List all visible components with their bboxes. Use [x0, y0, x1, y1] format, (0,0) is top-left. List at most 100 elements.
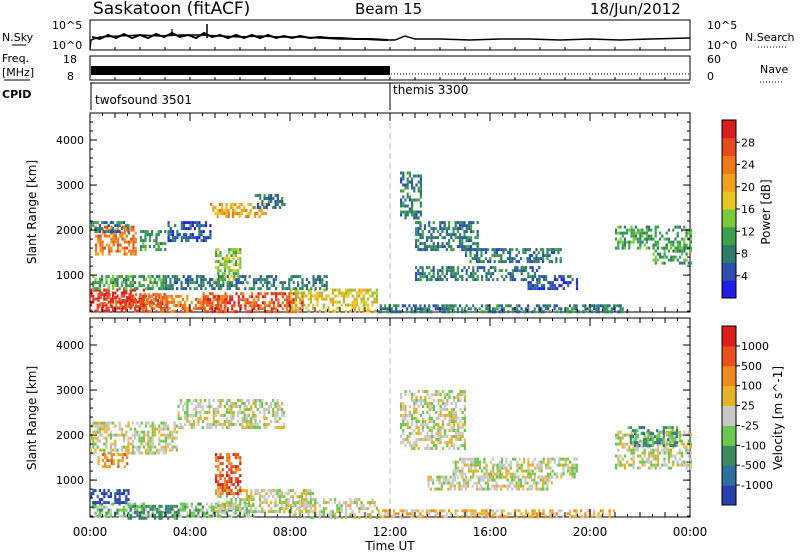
data-cell	[543, 287, 545, 290]
data-cell	[132, 238, 134, 241]
data-cell	[200, 414, 202, 417]
data-cell	[584, 310, 586, 313]
data-cell	[244, 501, 246, 504]
data-cell	[281, 414, 283, 417]
data-cell	[197, 307, 199, 310]
data-cell	[319, 513, 321, 516]
data-cell	[113, 235, 115, 238]
data-cell	[238, 281, 240, 284]
data-cell	[215, 489, 217, 492]
data-cell	[321, 295, 323, 298]
data-cell	[567, 307, 569, 310]
data-cell	[457, 515, 459, 518]
data-cell	[472, 485, 474, 488]
data-cell	[273, 281, 275, 284]
data-cell	[143, 503, 145, 506]
data-cell	[249, 287, 251, 290]
data-cell	[545, 307, 547, 310]
data-cell	[162, 242, 164, 245]
data-cell	[446, 242, 448, 245]
data-cell	[225, 206, 227, 209]
data-cell	[108, 428, 110, 431]
data-cell	[275, 206, 277, 209]
data-cell	[435, 248, 437, 251]
data-cell	[655, 467, 657, 470]
data-cell	[468, 266, 470, 269]
data-cell	[481, 512, 483, 515]
data-cell	[418, 426, 420, 429]
data-cell	[228, 501, 230, 504]
data-cell	[404, 199, 406, 202]
data-cell	[529, 485, 531, 488]
data-cell	[116, 281, 118, 284]
data-cell	[94, 449, 96, 452]
data-cell	[466, 512, 468, 515]
data-cell	[279, 489, 281, 492]
data-cell	[259, 411, 261, 414]
data-cell	[330, 510, 332, 513]
data-cell	[259, 498, 261, 501]
data-cell	[470, 224, 472, 227]
data-cell	[202, 281, 204, 284]
data-cell	[336, 504, 338, 507]
data-cell	[180, 509, 182, 512]
data-cell	[284, 304, 286, 307]
data-cell	[108, 489, 110, 492]
data-cell	[174, 422, 176, 425]
data-cell	[261, 501, 263, 504]
data-cell	[180, 402, 182, 405]
data-cell	[233, 251, 235, 254]
data-cell	[268, 405, 270, 408]
data-cell	[433, 441, 435, 444]
data-cell	[560, 310, 562, 313]
data-cell	[415, 438, 417, 441]
data-cell	[217, 489, 219, 492]
data-cell	[124, 229, 126, 232]
data-cell	[451, 390, 453, 393]
data-cell	[418, 217, 420, 220]
data-cell	[193, 414, 195, 417]
data-cell	[219, 510, 221, 513]
data-cell	[279, 501, 281, 504]
data-cell	[498, 260, 500, 263]
data-cell	[165, 281, 167, 284]
data-cell	[345, 501, 347, 504]
data-cell	[226, 254, 228, 257]
data-cell	[574, 476, 576, 479]
data-cell	[222, 284, 224, 287]
y-tick-label: 1000	[56, 269, 84, 282]
data-cell	[182, 307, 184, 310]
data-cell	[657, 455, 659, 458]
data-cell	[99, 431, 101, 434]
data-cell	[674, 238, 676, 241]
data-cell	[672, 256, 674, 259]
data-cell	[448, 414, 450, 417]
data-cell	[466, 245, 468, 248]
data-cell	[235, 251, 237, 254]
data-cell	[523, 269, 525, 272]
data-cell	[418, 405, 420, 408]
data-cell	[488, 278, 490, 281]
data-cell	[622, 464, 624, 467]
data-cell	[154, 434, 156, 437]
data-cell	[277, 304, 279, 307]
data-cell	[277, 426, 279, 429]
data-cell	[439, 227, 441, 230]
data-cell	[538, 257, 540, 260]
data-cell	[239, 462, 241, 465]
data-cell	[177, 304, 179, 307]
data-cell	[250, 510, 252, 513]
data-cell	[230, 411, 232, 414]
data-cell	[184, 509, 186, 512]
data-cell	[196, 224, 198, 227]
data-cell	[217, 301, 219, 304]
data-cell	[154, 425, 156, 428]
data-cell	[452, 485, 454, 488]
data-cell	[97, 515, 99, 518]
data-cell	[310, 507, 312, 510]
data-cell	[431, 435, 433, 438]
data-cell	[428, 479, 430, 482]
data-cell	[349, 513, 351, 516]
data-cell	[308, 281, 310, 284]
data-cell	[145, 278, 147, 281]
